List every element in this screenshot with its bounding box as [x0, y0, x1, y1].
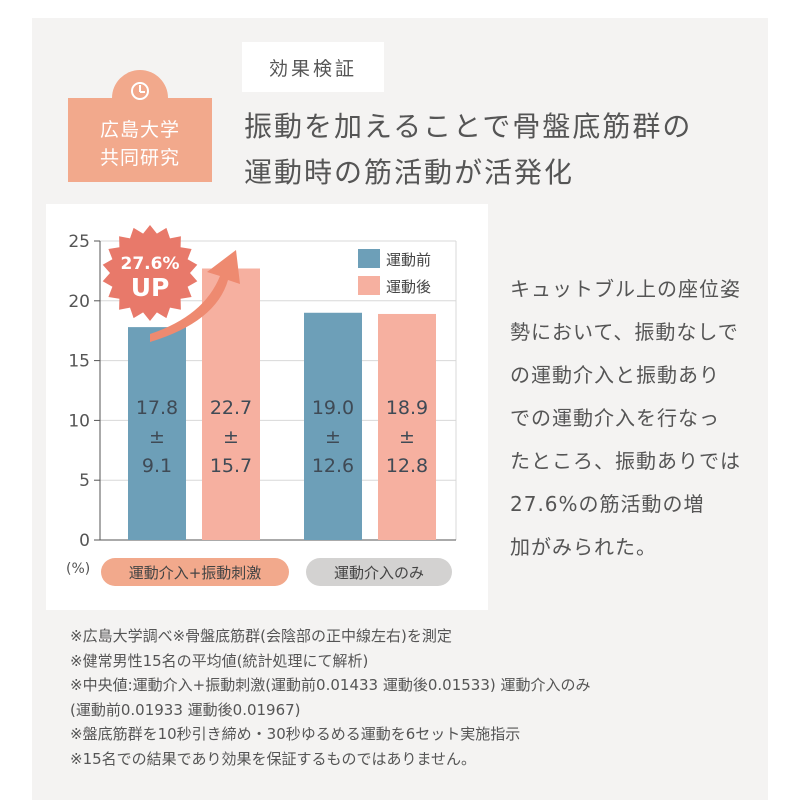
footnote: (運動前0.01933 運動後0.01967)	[70, 700, 301, 719]
description-line: たところ、振動ありでは	[510, 449, 741, 473]
description-line: キュットブル上の座位姿	[510, 277, 741, 301]
y-tick-label: 15	[68, 352, 90, 372]
headline-line-1: 振動を加えることで骨盤底筋群の	[244, 110, 693, 143]
badge-box	[68, 98, 212, 182]
category-pill	[306, 558, 452, 586]
bar-value-label: 9.1	[142, 455, 172, 477]
footnote: ※広島大学調べ※骨盤底筋群(会陰部の正中線左右)を測定	[70, 627, 452, 645]
bar-value-label: 12.8	[386, 455, 428, 477]
footnote: ※健常男性15名の平均値(統計処理にて解析)	[70, 651, 369, 670]
annotation-up: UP	[131, 273, 170, 302]
badge-line-2: 共同研究	[99, 147, 180, 169]
y-tick-label: 0	[79, 531, 90, 551]
badge-line-1: 広島大学	[99, 119, 180, 141]
description-line: での運動介入を行なっ	[510, 406, 720, 430]
bar-value-label: 22.7	[210, 397, 252, 419]
bar-chart: 0 5 10 15 20 25 (%) 17.8 ±9.1 19.0 ±12.6 22.7 ±15.7 1…	[66, 225, 457, 586]
description-line: の運動介入と振動あり	[510, 363, 720, 387]
headline-line-2: 運動時の筋活動が活発化	[244, 156, 575, 189]
y-tick-label: 25	[68, 232, 90, 252]
y-tick-label: 10	[68, 411, 90, 431]
bar-value-label: 17.8	[136, 397, 178, 419]
legend-swatch	[358, 276, 380, 295]
legend-swatch	[358, 249, 380, 268]
annotation-percent: 27.6%	[121, 254, 180, 274]
badge-text: 広島大学 共同研究	[68, 116, 212, 172]
x-category-label: 運動介入のみ	[334, 564, 424, 582]
bar-value-label: ±	[399, 426, 415, 448]
description-line: 勢において、振動なしで	[510, 320, 739, 344]
legend-label: 運動前	[386, 251, 431, 269]
bar	[378, 313, 436, 540]
bar-value-label: 15.7	[210, 455, 252, 477]
x-category-label: 運動介入+振動刺激	[129, 564, 262, 582]
bar-value-label: 12.6	[312, 455, 354, 477]
research-badge: 広島大学 共同研究	[68, 70, 212, 182]
verification-tag: 効果検証	[242, 42, 384, 92]
bar	[304, 312, 362, 540]
growth-arrow	[150, 250, 240, 342]
bar-value-label: 19.0	[312, 397, 354, 419]
y-tick-label: 20	[68, 292, 90, 312]
bar-value-label: 18.9	[386, 397, 428, 419]
bar-value-label: ±	[325, 426, 341, 448]
description: キュットブル上の座位姿 勢において、振動なしで の運動介入と振動あり での運動介…	[510, 268, 750, 569]
up-starburst	[102, 225, 198, 321]
chart-container: 0 5 10 15 20 25 (%) 17.8 ±9.1 19.0 ±12.6 22.7 ±15.7 1…	[46, 204, 488, 610]
headline: 振動を加えることで骨盤底筋群の 運動時の筋活動が活発化	[244, 104, 764, 196]
description-line: 加がみられた。	[510, 535, 657, 559]
footnote: ※15名での結果であり効果を保証するものではありません。	[70, 749, 477, 768]
clock-icon	[131, 82, 149, 100]
bar	[202, 268, 260, 540]
legend-label: 運動後	[386, 278, 431, 296]
category-pill	[101, 558, 289, 586]
unit-label: (%)	[66, 561, 90, 577]
footnotes: ※広島大学調べ※骨盤底筋群(会陰部の正中線左右)を測定 ※健常男性15名の平均値…	[70, 624, 760, 771]
bar-value-label: ±	[223, 426, 239, 448]
footnote: ※中央値:運動介入+振動刺激(運動前0.01433 運動後0.01533) 運動…	[70, 676, 591, 694]
bar-value-label: ±	[149, 426, 165, 448]
description-line: 27.6%の筋活動の増	[510, 492, 705, 516]
footnote: ※盤底筋群を10秒引き締め・30秒ゆるめる運動を6セット実施指示	[70, 725, 521, 743]
bar	[128, 327, 186, 540]
y-tick-label: 5	[79, 471, 90, 491]
